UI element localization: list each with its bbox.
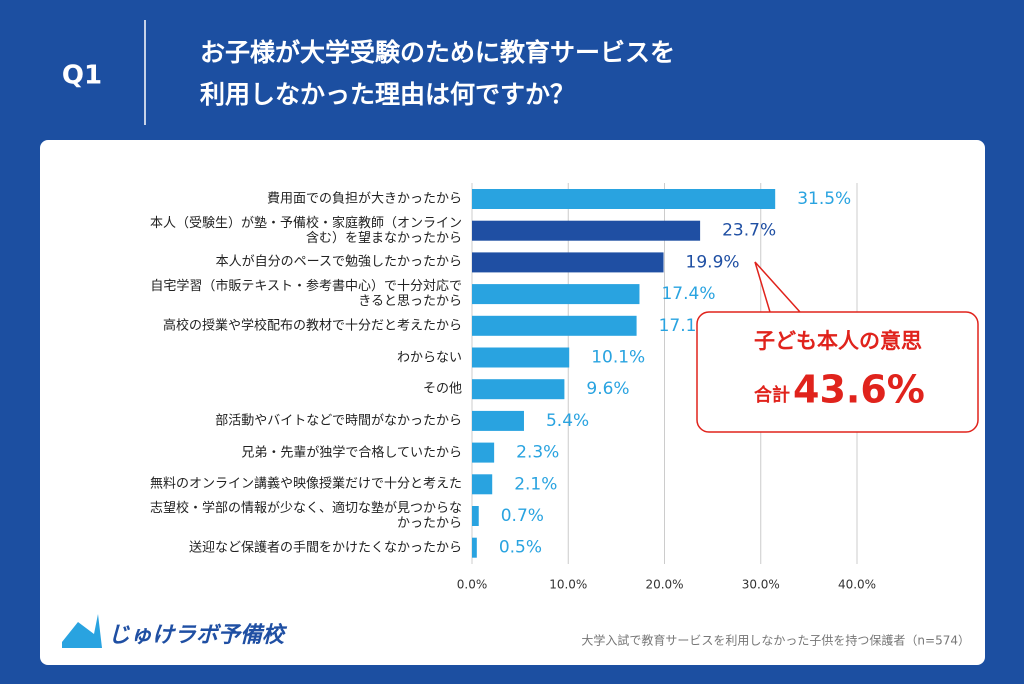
bar	[472, 537, 477, 558]
category-label: 志望校・学部の情報が少なく、適切な塾が見つからな かったから	[149, 501, 462, 531]
category-label: 兄弟・先輩が独学で合格していたから	[241, 445, 462, 461]
bar	[472, 379, 565, 400]
data-label: 10.1%	[591, 348, 645, 368]
bar	[472, 474, 493, 495]
data-label: 2.1%	[514, 474, 557, 494]
data-label: 0.5%	[499, 538, 542, 558]
bar	[472, 220, 701, 241]
bar	[472, 506, 479, 526]
logo: じゅけラボ予備校	[62, 614, 288, 648]
bar	[472, 347, 570, 368]
data-label: 23.7%	[722, 221, 776, 241]
category-label: 無料のオンライン講義や映像授業だけで十分と考えた	[149, 476, 462, 492]
question-label: Q1	[62, 61, 102, 91]
callout-title: 子ども本人の意思	[754, 329, 922, 353]
category-label: 費用面での負担が大きかったから	[266, 191, 462, 207]
category-label: 高校の授業や学校配布の教材で十分だと考えたから	[162, 318, 462, 334]
category-label: 部活動やバイトなどで時間がなかったから	[215, 413, 462, 429]
data-label: 31.5%	[797, 189, 851, 209]
data-label: 2.3%	[516, 443, 559, 463]
bar	[472, 189, 776, 209]
x-tick-label: 10.0%	[549, 578, 587, 592]
chart-title: お子様が大学受験のために教育サービスを 利用しなかった理由は何ですか？	[200, 38, 676, 109]
card	[40, 140, 985, 665]
category-label: 本人（受験生）が塾・予備校・家庭教師（オンライン 含む）を望まなかったから	[149, 215, 462, 246]
x-tick-label: 0.0%	[457, 578, 488, 592]
x-tick-label: 40.0%	[838, 578, 876, 592]
data-label: 19.9%	[686, 252, 740, 272]
category-label: 自宅学習（市販テキスト・参考書中心）で十分対応で きると思ったから	[150, 279, 462, 310]
data-label: 9.6%	[586, 379, 629, 399]
data-label: 17.4%	[661, 284, 715, 304]
bar	[472, 284, 640, 305]
data-label: 0.7%	[501, 506, 544, 526]
logo-text: じゅけラボ予備校	[108, 622, 288, 648]
callout-box	[696, 261, 979, 433]
bar	[472, 410, 524, 431]
category-label: 送迎など保護者の手間をかけたくなかったから	[188, 540, 462, 556]
bar	[472, 442, 495, 463]
source-note: 大学入試で教育サービスを利用しなかった子供を持つ保護者（n=574）	[581, 633, 970, 648]
category-label: その他	[422, 381, 462, 397]
category-label: 本人が自分のペースで勉強したかったから	[215, 254, 462, 270]
x-tick-label: 30.0%	[742, 578, 780, 592]
data-label: 5.4%	[546, 411, 589, 431]
x-tick-label: 20.0%	[645, 578, 683, 592]
bar	[472, 252, 664, 273]
callout-total-label: 合計	[754, 384, 790, 406]
logo-icon	[62, 614, 102, 648]
category-label: わからない	[396, 350, 462, 365]
bar	[472, 315, 637, 336]
callout-total: 43.6%	[793, 368, 925, 412]
